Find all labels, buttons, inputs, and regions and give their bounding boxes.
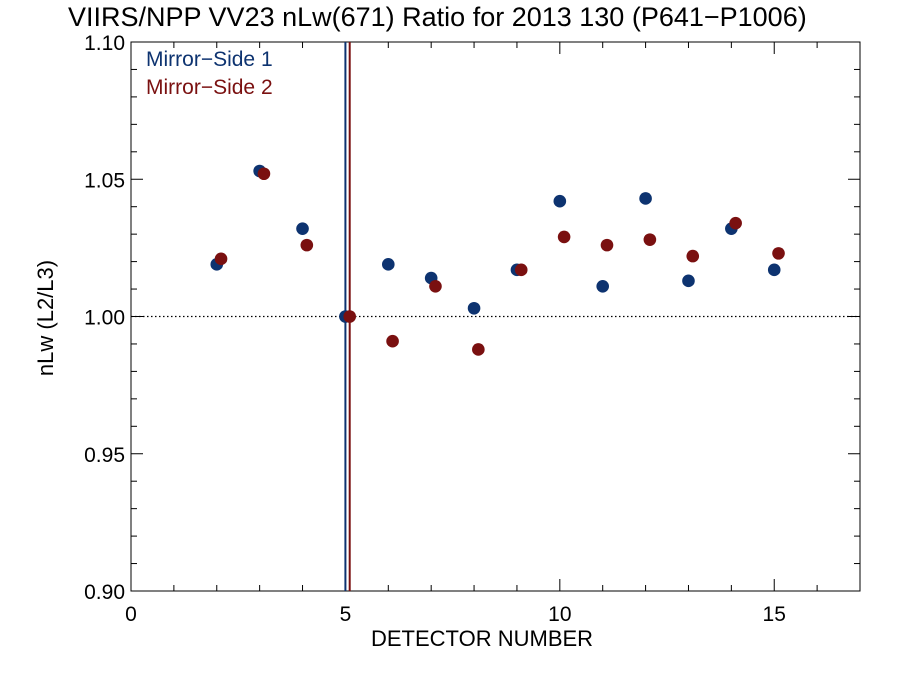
point-mirror-side-1 (767, 263, 781, 277)
point-mirror-side-2 (300, 238, 314, 252)
point-mirror-side-2 (600, 238, 614, 252)
x-tick-label: 10 (548, 603, 571, 626)
point-mirror-side-2 (643, 233, 657, 246)
y-tick-label: 1.05 (84, 169, 125, 192)
y-tick-label: 1.00 (84, 307, 125, 330)
point-mirror-side-2 (214, 252, 228, 266)
point-mirror-side-2 (386, 334, 399, 348)
x-axis-label: DETECTOR NUMBER (371, 626, 594, 651)
point-mirror-side-2 (514, 263, 528, 277)
point-mirror-side-1 (639, 192, 652, 205)
legend-mirror-side-1: Mirror−Side 1 (146, 48, 273, 71)
point-mirror-side-2 (557, 230, 571, 244)
point-mirror-side-1 (596, 280, 610, 293)
point-mirror-side-1 (381, 258, 395, 271)
point-mirror-side-2 (729, 216, 742, 230)
x-tick-label: 15 (763, 603, 786, 626)
point-mirror-side-2 (429, 280, 442, 293)
data-points (210, 164, 785, 356)
point-mirror-side-1 (296, 222, 309, 235)
tick-labels: 0 5 10 15 0.90 0.95 1.00 1.05 1.10 (84, 32, 786, 626)
y-tick-label: 0.95 (84, 444, 125, 467)
point-mirror-side-2 (772, 247, 785, 260)
y-tick-label: 0.90 (84, 581, 125, 604)
legend-mirror-side-2: Mirror−Side 2 (146, 76, 273, 99)
point-mirror-side-1 (682, 274, 695, 288)
point-mirror-side-2 (686, 249, 700, 263)
chart-title: VIIRS/NPP VV23 nLw(671) Ratio for 2013 1… (68, 2, 807, 32)
point-mirror-side-1 (467, 301, 481, 315)
x-tick-label: 0 (125, 603, 137, 626)
reference-lines (131, 42, 860, 591)
y-tick-label: 1.10 (84, 32, 125, 55)
y-axis-label: nLw (L2/L3) (33, 259, 58, 377)
point-mirror-side-2 (472, 343, 485, 356)
point-mirror-side-1 (553, 194, 567, 208)
point-mirror-side-2 (257, 167, 271, 181)
point-mirror-side-2 (343, 310, 357, 323)
x-tick-label: 5 (340, 603, 352, 626)
